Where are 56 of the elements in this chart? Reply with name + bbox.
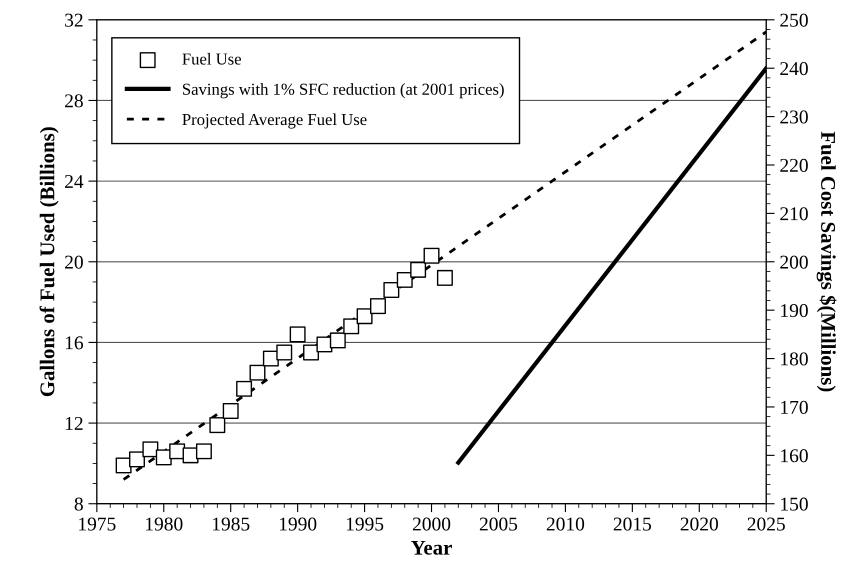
point [209,417,226,434]
point [303,344,320,360]
point [383,282,400,298]
x-tick-label: 2005 [480,517,518,531]
y2-tick-label: 180 [781,352,808,366]
x-tick-label: 1985 [212,517,250,531]
point [356,308,373,324]
point [396,272,413,288]
y2-axis-title: Fuel Cost Savings $(Millions) [816,132,836,392]
y2-tick-label: 190 [781,304,808,318]
legend-label: Savings with 1% SFC reduction (at 2001 prices) [182,83,504,98]
point [370,298,386,314]
legend-label: Projected Average Fuel Use [182,113,367,129]
point [290,326,306,342]
x-tick-label: 2000 [412,517,450,531]
y2-tick-label: 220 [780,158,808,172]
point [276,344,292,360]
y2-tick-label: 250 [780,14,808,27]
point [116,457,132,474]
x-tick-label: 1990 [280,517,316,531]
y-tick-label: 24 [65,174,84,188]
y2-tick-label: 160 [781,449,808,462]
point [236,380,252,397]
x-tick-label: 2015 [614,517,652,531]
legend-label: Fuel Use [182,52,241,65]
point [424,248,440,264]
y2-tick-label: 230 [780,110,808,124]
point [436,270,453,286]
point [330,332,346,348]
point [410,262,426,278]
x-tick-label: 2020 [680,517,718,531]
x-tick-label: 1980 [146,517,182,531]
x-tick-label: 2010 [546,517,584,531]
point [262,350,279,367]
y-tick-label: 28 [65,94,83,108]
y-tick-label: 32 [65,14,83,27]
point [142,441,158,458]
y2-tick-label: 150 [781,498,808,511]
y-tick-label: 12 [66,416,83,430]
y2-tick-label: 210 [780,207,808,220]
x-tick-label: 2025 [748,517,785,531]
y-axis-title: Gallons of Fuel Used (Billions) [40,127,59,396]
y2-tick-label: 240 [780,62,808,76]
x-axis-title: Year [411,540,452,555]
point [129,451,145,468]
point [196,443,212,460]
y2-tick-label: 170 [781,400,808,414]
y-tick-label: 20 [65,256,83,269]
x-tick-label: 1975 [79,518,116,531]
y-tick-label: 8 [74,498,83,511]
point [343,318,360,334]
point [250,364,266,381]
y-tick-label: 16 [66,336,84,350]
y2-tick-label: 200 [780,256,808,269]
point [222,403,239,419]
x-tick-label: 1995 [346,518,384,531]
